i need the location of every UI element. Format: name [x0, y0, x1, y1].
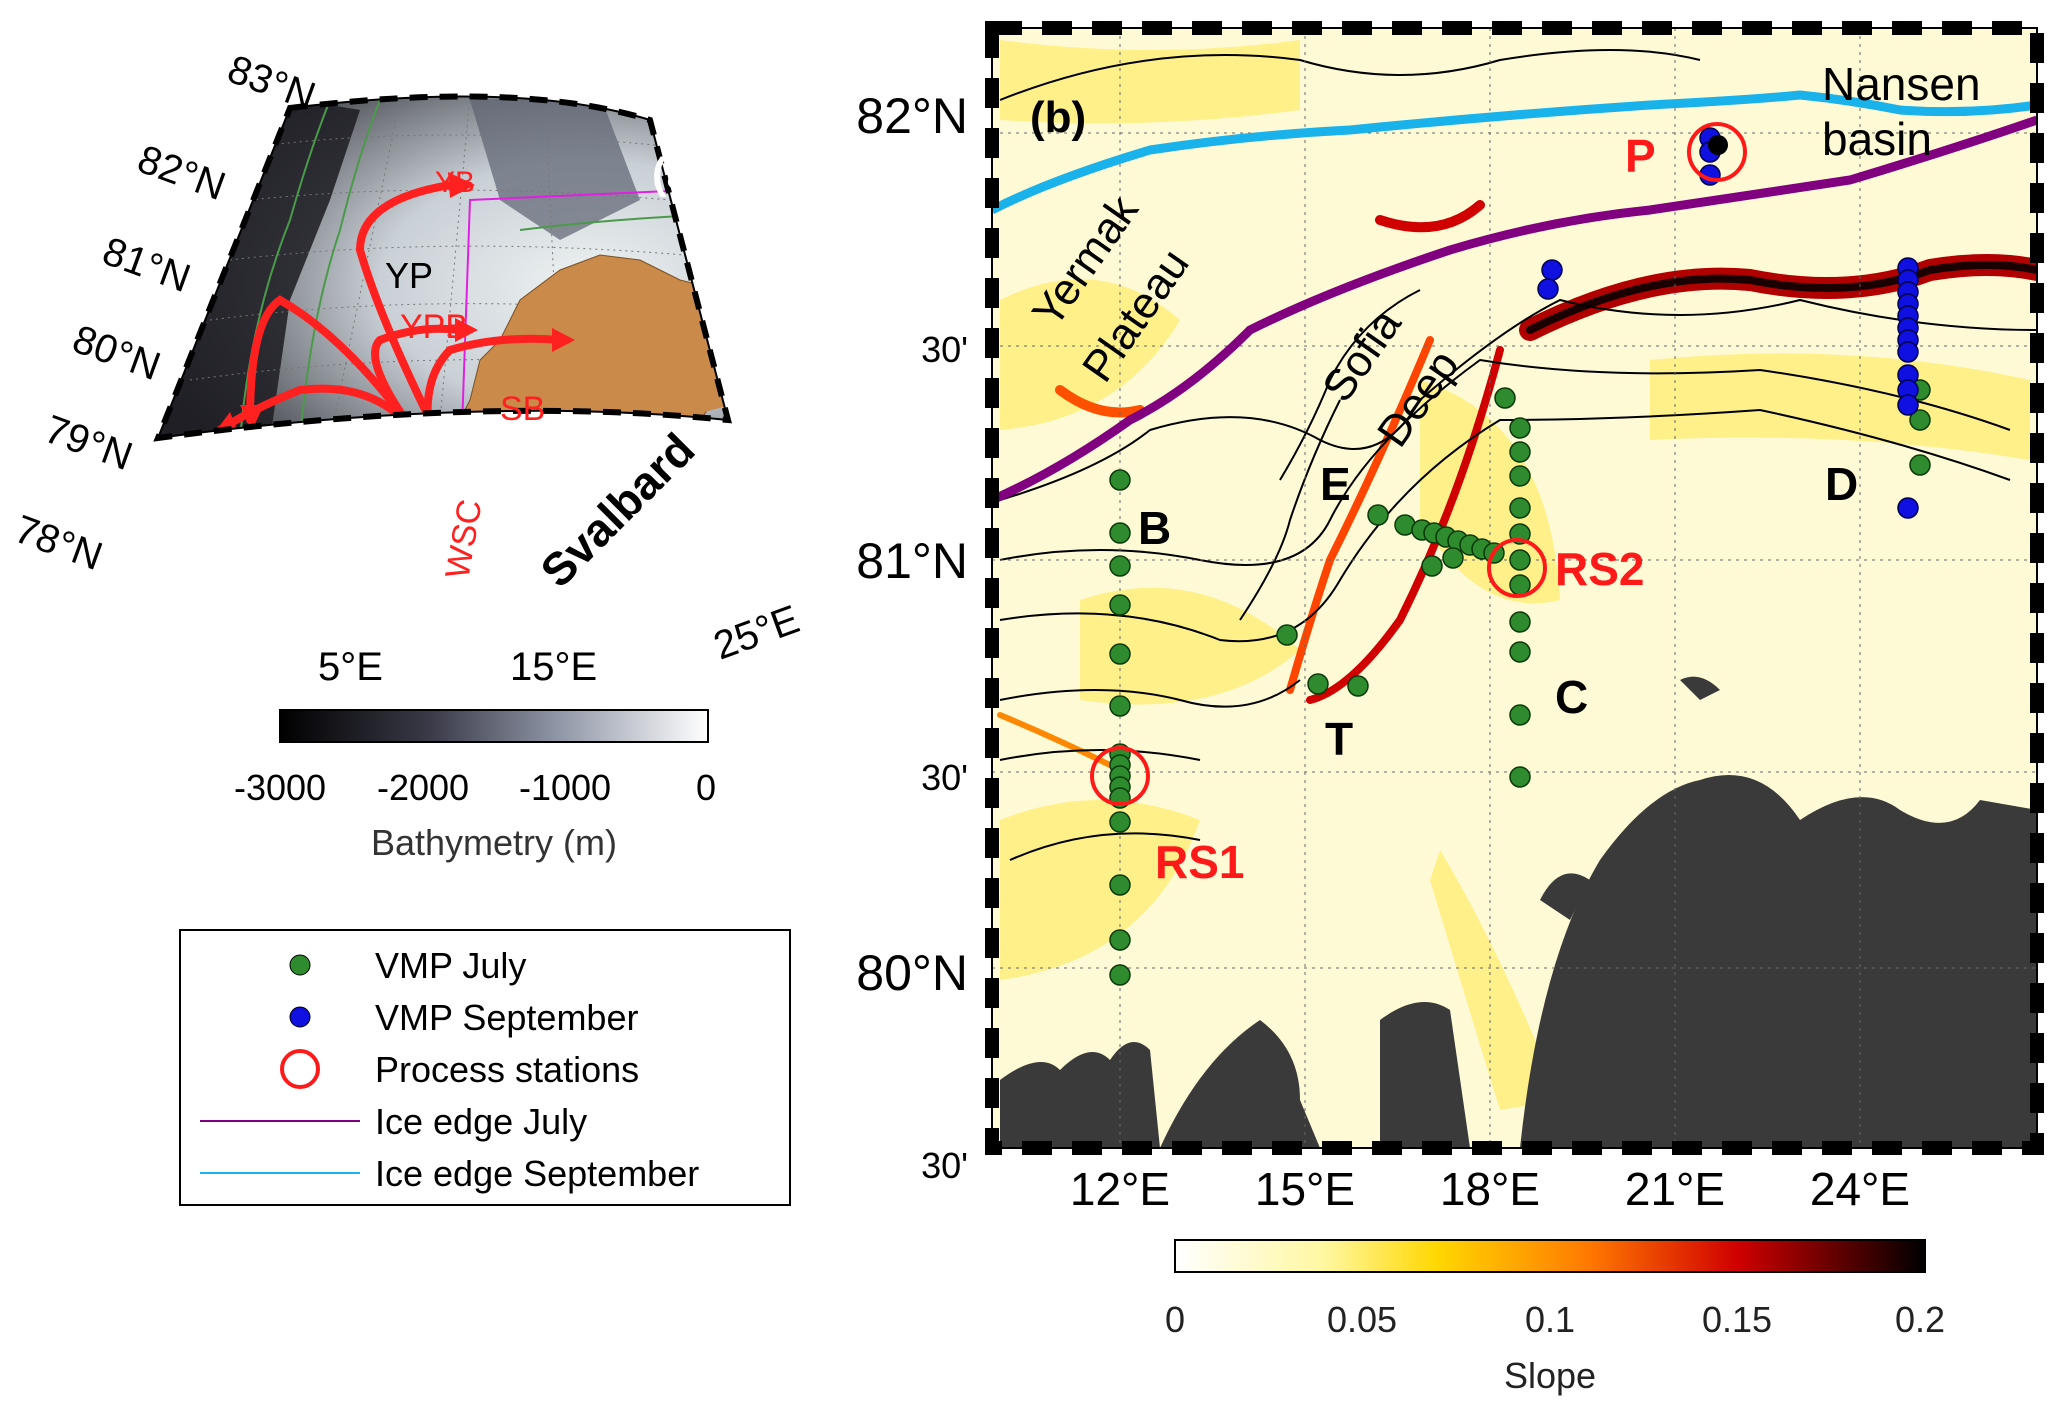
label-ypb: YPB: [400, 308, 468, 346]
panel-a-frame-line: [156, 95, 730, 440]
slope-tick-1: 0.05: [1327, 1299, 1397, 1340]
legend: VMP July VMP September Process stations …: [179, 929, 791, 1206]
stations-b: [1109, 469, 1131, 986]
lat-label-79: 79°N: [39, 407, 138, 479]
slope-tick-2: 0.1: [1525, 1299, 1575, 1340]
lat-label-78: 78°N: [9, 507, 108, 579]
lon-label-25e: 25°E: [708, 597, 805, 668]
label-yb: YB: [435, 166, 475, 199]
contours-b: [999, 49, 2037, 861]
lon-b-15e: 15°E: [1255, 1163, 1355, 1215]
stations-t: [1276, 624, 1369, 697]
land-island-1: [1540, 873, 1590, 920]
contour-a2: [239, 99, 331, 439]
label-p: P: [1625, 130, 1656, 182]
stations-c: [1494, 387, 1531, 788]
nansen-basin-shade: [470, 96, 640, 240]
slope-patches: [1000, 40, 2030, 1110]
ice-edge-july: [992, 115, 2037, 505]
slope-tick-4: 0.2: [1895, 1299, 1945, 1340]
bathymetry-colorbar: -3000 -2000 -1000 0 Bathymetry (m): [234, 709, 716, 863]
bathy-tick-0: -3000: [234, 767, 326, 808]
lat-label-81: 81°N: [97, 229, 196, 301]
slope-tick-0: 0: [1165, 1299, 1185, 1340]
lon-b-12e: 12°E: [1070, 1163, 1170, 1215]
lon-label-15e: 15°E: [510, 645, 597, 689]
lat-b-81n: 81°N: [856, 533, 968, 589]
slope-tick-3: 0.15: [1702, 1299, 1772, 1340]
label-wsc: WSC: [438, 497, 489, 582]
ice-edge-september: [992, 90, 2037, 214]
lon-label-5e: 5°E: [318, 645, 383, 689]
label-rs2: RS2: [1555, 543, 1644, 595]
legend-label-ice-september: Ice edge September: [375, 1153, 699, 1194]
legend-label-vmp-july: VMP July: [375, 945, 526, 986]
study-area-box: [458, 188, 728, 439]
deep-basin: [158, 100, 360, 439]
stations-e: [1367, 504, 1505, 577]
legend-label-vmp-september: VMP September: [375, 997, 638, 1038]
land-island-2: [1680, 676, 1720, 700]
label-yp: YP: [385, 255, 433, 296]
legend-marker-process: [280, 1049, 320, 1089]
bathy-tick-3: 0: [696, 767, 716, 808]
legend-label-process: Process stations: [375, 1049, 639, 1090]
lat-b-8030: 30': [921, 757, 968, 798]
lat-label-83: 83°N: [222, 47, 321, 119]
lat-label-82: 82°N: [132, 137, 231, 209]
lat-label-80: 80°N: [67, 317, 166, 389]
legend-marker-vmp-july: [289, 954, 311, 976]
stations-september: [1537, 127, 1721, 300]
label-rs1: RS1: [1155, 836, 1244, 888]
station-p-black: [1708, 135, 1728, 155]
lon-b-21e: 21°E: [1625, 1163, 1725, 1215]
lat-b-7930: 30': [921, 1145, 968, 1186]
label-strait: Strait: [253, 565, 346, 609]
bathy-tick-2: -1000: [519, 767, 611, 808]
panel-a-tag: (a): [652, 149, 706, 198]
label-t: T: [1325, 713, 1353, 765]
label-c: C: [1555, 671, 1588, 723]
panel-b-map: [985, 21, 2044, 1155]
label-b: B: [1138, 502, 1171, 554]
slope-label: Slope: [1504, 1355, 1596, 1396]
steep-slopes: [997, 200, 2037, 773]
bathy-label: Bathymetry (m): [371, 822, 617, 863]
lat-b-8130: 30': [921, 329, 968, 370]
lat-b-82n: 82°N: [856, 88, 968, 144]
lat-b-80n: 80°N: [856, 945, 968, 1001]
label-fram: Fram: [268, 513, 361, 557]
label-svalbard: Svalbard: [530, 423, 704, 597]
label-e: E: [1320, 458, 1351, 510]
label-nansen: Nansen: [1822, 58, 1981, 110]
stations-d: [1897, 257, 1931, 519]
legend-label-ice-july: Ice edge July: [375, 1101, 587, 1142]
panel-a-map: [153, 93, 732, 442]
process-stations: [1090, 122, 1747, 806]
label-basin: basin: [1822, 113, 1932, 165]
lon-b-18e: 18°E: [1440, 1163, 1540, 1215]
bathy-tick-1: -2000: [377, 767, 469, 808]
contour-a1: [299, 99, 381, 439]
label-sb: SB: [500, 390, 545, 428]
slope-colorbar: 0 0.05 0.1 0.15 0.2 Slope: [1165, 1239, 1945, 1396]
panel-b-frame: [991, 27, 2038, 1149]
label-d: D: [1825, 458, 1858, 510]
land-west2: [1160, 1020, 1320, 1148]
current-arrowheads: [215, 172, 575, 432]
land-east: [1520, 775, 2037, 1148]
land-mid: [1380, 1002, 1470, 1148]
panel-b-tag: (b): [1030, 93, 1086, 142]
legend-marker-vmp-september: [289, 1006, 311, 1028]
lon-b-24e: 24°E: [1810, 1163, 1910, 1215]
